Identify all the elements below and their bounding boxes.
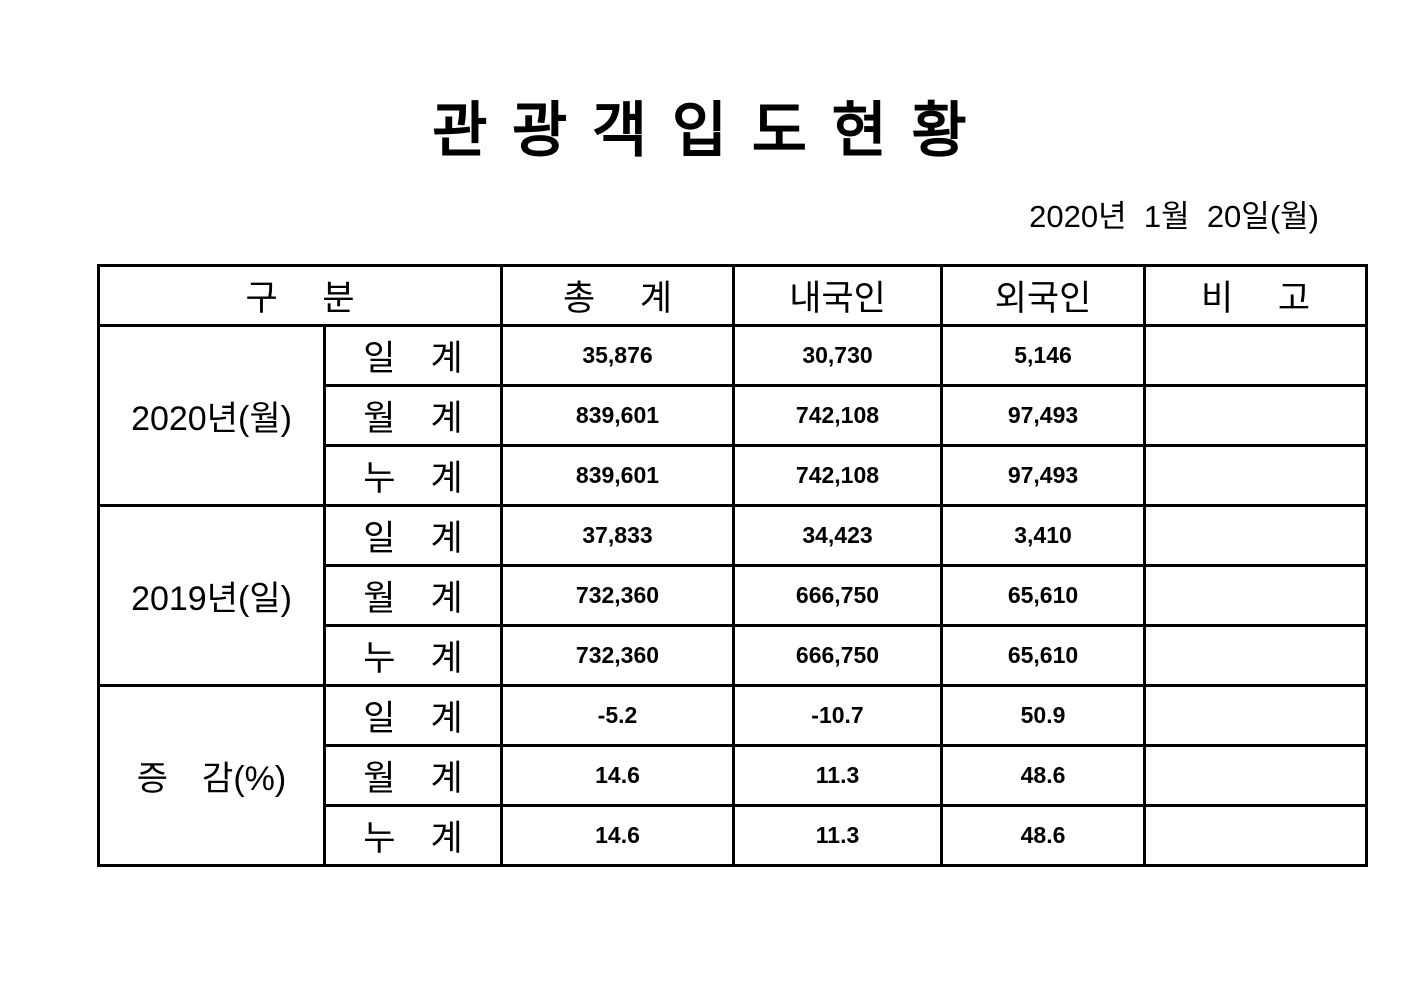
table-row: 누 계 732,360 666,750 65,610 — [99, 624, 1368, 687]
row-label: 월 계 — [323, 744, 503, 807]
row-label: 일 계 — [323, 324, 503, 387]
remarks-cell — [1143, 624, 1368, 687]
value-total: 839,601 — [500, 444, 735, 507]
table-row: 증 감(%) 일 계 -5.2 -10.7 50.9 — [97, 684, 1368, 867]
value-domestic: 11.3 — [732, 744, 943, 807]
report-table: 구 분 총 계 내국인 외국인 비 고 2020년(월) 일 계 35,876 … — [97, 264, 1368, 867]
row-label: 월 계 — [323, 384, 503, 447]
value-foreign: 97,493 — [940, 444, 1146, 507]
table-row: 2019년(일) 일 계 37,833 34,423 3,410 — [97, 504, 1368, 687]
remarks-cell — [1143, 744, 1368, 807]
remarks-cell — [1143, 564, 1368, 627]
header-row: 구 분 총 계 내국인 외국인 비 고 — [97, 264, 1368, 327]
value-domestic: 742,108 — [732, 444, 943, 507]
group-label-2019: 2019년(일) — [97, 504, 326, 687]
remarks-cell — [1143, 504, 1368, 567]
value-total: 37,833 — [500, 504, 735, 567]
value-foreign: 48.6 — [940, 744, 1146, 807]
remarks-cell — [1143, 684, 1368, 747]
group-label-2020: 2020년(월) — [97, 324, 326, 507]
value-total: 732,360 — [500, 624, 735, 687]
value-total: 14.6 — [500, 744, 735, 807]
value-total: 839,601 — [500, 384, 735, 447]
report-date: 2020년 1월 20일(월) — [1029, 199, 1319, 234]
value-foreign: 97,493 — [940, 384, 1146, 447]
row-label: 누 계 — [323, 444, 503, 507]
remarks-cell — [1143, 324, 1368, 387]
col-header-domestic: 내국인 — [732, 264, 943, 327]
value-domestic: 30,730 — [732, 324, 943, 387]
value-domestic: 666,750 — [732, 624, 943, 687]
row-label: 일 계 — [323, 684, 503, 747]
value-foreign: 3,410 — [940, 504, 1146, 567]
table-row: 월 계 732,360 666,750 65,610 — [99, 564, 1368, 627]
remarks-cell — [1143, 384, 1368, 447]
col-header-total: 총 계 — [500, 264, 735, 327]
value-domestic: 742,108 — [732, 384, 943, 447]
row-label: 누 계 — [323, 624, 503, 687]
table-row: 월 계 14.6 11.3 48.6 — [99, 744, 1368, 807]
table-row: 누 계 14.6 11.3 48.6 — [99, 804, 1368, 867]
value-foreign: 65,610 — [940, 564, 1146, 627]
col-header-category: 구 분 — [97, 264, 503, 327]
table-row: 누 계 839,601 742,108 97,493 — [99, 444, 1368, 507]
row-label: 일 계 — [323, 504, 503, 567]
value-domestic: 11.3 — [732, 804, 943, 867]
value-domestic: 666,750 — [732, 564, 943, 627]
table-row: 2020년(월) 일 계 35,876 30,730 5,146 — [97, 324, 1368, 507]
value-total: -5.2 — [500, 684, 735, 747]
row-label: 월 계 — [323, 564, 503, 627]
value-foreign: 50.9 — [940, 684, 1146, 747]
col-header-foreign: 외국인 — [940, 264, 1146, 327]
page-title: 관 광 객 입 도 현 황 — [432, 97, 971, 164]
value-total: 14.6 — [500, 804, 735, 867]
group-label-change: 증 감(%) — [97, 684, 326, 867]
value-foreign: 65,610 — [940, 624, 1146, 687]
value-total: 35,876 — [500, 324, 735, 387]
remarks-cell — [1143, 804, 1368, 867]
value-foreign: 5,146 — [940, 324, 1146, 387]
row-label: 누 계 — [323, 804, 503, 867]
value-foreign: 48.6 — [940, 804, 1146, 867]
col-header-remarks: 비 고 — [1143, 264, 1368, 327]
table-row: 월 계 839,601 742,108 97,493 — [99, 384, 1368, 447]
value-domestic: -10.7 — [732, 684, 943, 747]
value-domestic: 34,423 — [732, 504, 943, 567]
remarks-cell — [1143, 444, 1368, 507]
value-total: 732,360 — [500, 564, 735, 627]
